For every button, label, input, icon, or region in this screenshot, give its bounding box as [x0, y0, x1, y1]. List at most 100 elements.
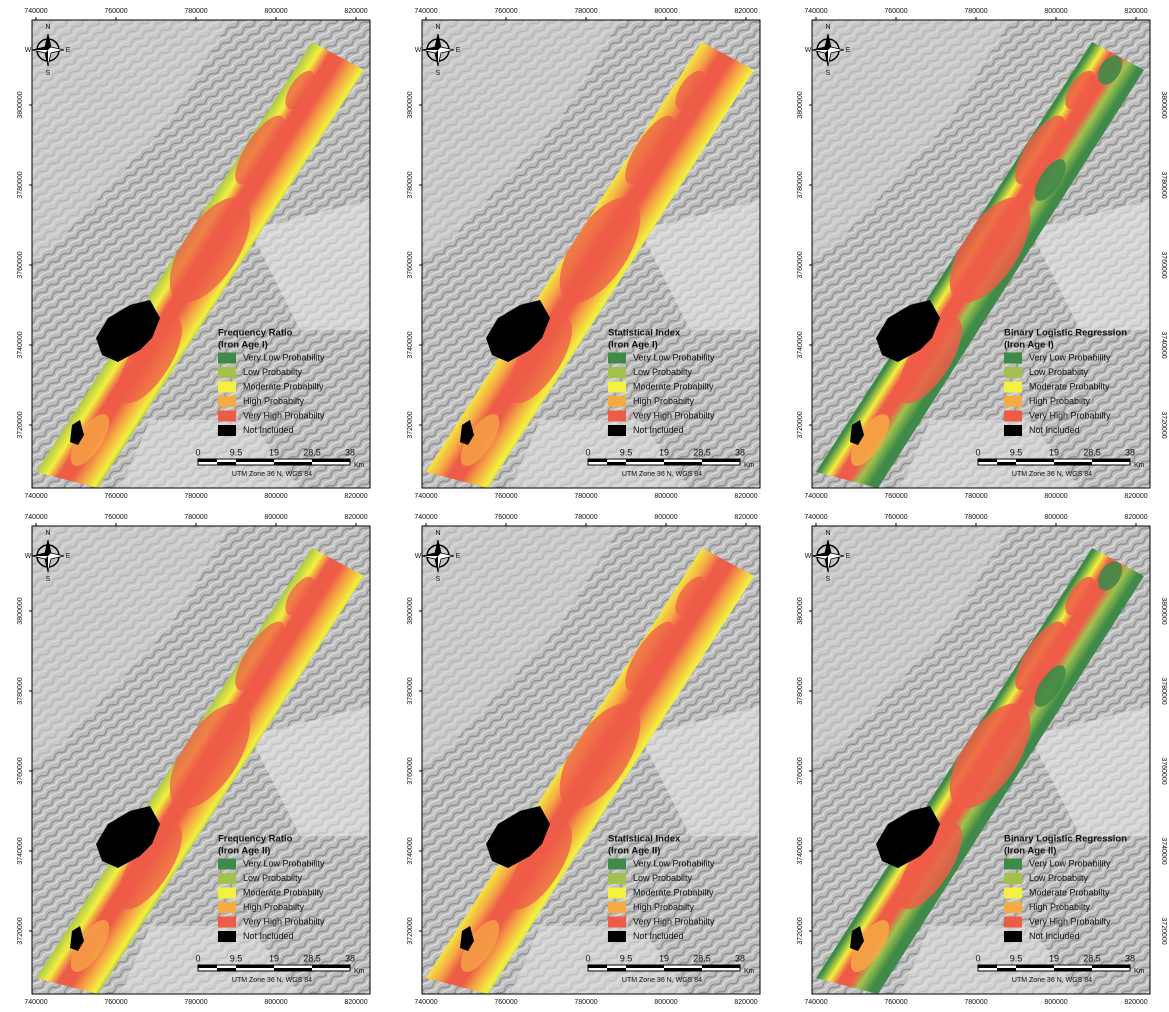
legend-label: Not Included	[633, 931, 684, 941]
x-tick-label: 800000	[264, 493, 287, 500]
legend-label: Very High Probabilty	[1029, 916, 1111, 926]
legend-swatch	[218, 916, 236, 928]
legend-title: Frequency Ratio	[218, 834, 293, 845]
legend-swatch	[1004, 381, 1022, 393]
legend-swatch	[218, 367, 236, 378]
y-tick-label: 3760000	[1160, 251, 1167, 278]
map-frame	[421, 19, 761, 489]
scale-segment	[664, 462, 702, 465]
legend-label: Very High Probabilty	[243, 916, 325, 926]
compass-e: E	[846, 553, 851, 560]
legend-label: Low Probabilty	[243, 873, 303, 883]
valley-area	[510, 420, 690, 488]
legend-label: Very High Probabilty	[243, 410, 325, 420]
map-frame	[421, 525, 761, 995]
map-panel: 740000 740000 760000 760000 780000 780000 8000…	[407, 514, 761, 1006]
not-included	[96, 300, 160, 362]
legend-label: Very High Probabilty	[633, 916, 715, 926]
scale-unit: Km	[744, 462, 755, 469]
not-included	[850, 420, 864, 445]
zone	[285, 70, 315, 110]
legend-label: Very Low Probability	[243, 352, 325, 362]
map-frame	[811, 525, 1151, 995]
y-tick-label: 3720000	[797, 917, 804, 944]
zone	[1065, 576, 1095, 616]
x-tick-label: 760000	[104, 999, 127, 1006]
y-tick-label: 3780000	[797, 171, 804, 198]
legend-swatch	[218, 381, 236, 393]
compass-n: N	[45, 530, 50, 537]
scale-label: 38	[345, 447, 355, 457]
x-tick-label: 780000	[574, 493, 597, 500]
y-tick-label: 3760000	[1160, 757, 1167, 784]
y-tick-label: 3740000	[17, 837, 24, 864]
y-tick-label: 3800000	[1160, 597, 1167, 624]
compass-star-fill	[32, 540, 51, 572]
x-tick-label: 760000	[494, 493, 517, 500]
legend-label: Not Included	[633, 425, 684, 435]
scale-segment	[588, 459, 607, 462]
map-frame	[31, 19, 371, 489]
scale-label: 9.5	[1010, 447, 1023, 457]
legend-swatch	[608, 367, 626, 378]
zone	[898, 822, 962, 910]
zone	[285, 576, 315, 616]
zone	[1097, 561, 1123, 591]
legend-label: High Probabilty	[1029, 902, 1091, 912]
compass-w: W	[805, 553, 812, 560]
x-tick-label: 780000	[184, 8, 207, 15]
x-tick-label: 760000	[104, 8, 127, 15]
north-arrow: N S W E	[415, 24, 461, 77]
legend-swatch	[218, 352, 236, 364]
x-tick-label: 740000	[414, 493, 437, 500]
x-tick-label: 820000	[344, 999, 367, 1006]
y-tick-label: 3760000	[407, 757, 414, 784]
legend-label: Not Included	[1029, 931, 1080, 941]
zone	[460, 414, 500, 466]
north-arrow: N S W E	[25, 530, 71, 583]
compass-star-fill	[32, 34, 51, 66]
compass-n: N	[45, 24, 50, 31]
compass-s: S	[826, 576, 831, 583]
scale-label: 28.5	[303, 447, 321, 457]
legend-swatch	[1004, 396, 1022, 407]
x-tick-label: 820000	[1124, 999, 1147, 1006]
scale-label: 28.5	[693, 447, 711, 457]
scale-unit: Km	[1134, 462, 1145, 469]
scale-segment	[1092, 965, 1130, 968]
not-included	[70, 420, 84, 445]
scale-label: 9.5	[620, 953, 633, 963]
x-tick-label: 760000	[884, 8, 907, 15]
x-tick-label: 800000	[264, 999, 287, 1006]
x-tick-label: 740000	[804, 999, 827, 1006]
legend-swatch	[218, 931, 236, 942]
compass-e: E	[456, 47, 461, 54]
y-tick-label: 3740000	[407, 331, 414, 358]
x-tick-label: 780000	[964, 493, 987, 500]
map-body	[812, 526, 1150, 994]
compass-s: S	[46, 70, 51, 77]
scale-unit: Km	[1134, 968, 1145, 975]
legend-subtitle: (Iron Age I)	[608, 340, 658, 351]
legend-swatch	[608, 873, 626, 884]
probability-zones	[460, 576, 705, 972]
legend-label: Very Low Probability	[1029, 858, 1111, 868]
legend-label: Low Probabilty	[633, 367, 693, 377]
y-tick-label: 3720000	[1160, 917, 1167, 944]
y-tick-label: 3740000	[797, 331, 804, 358]
x-tick-label: 800000	[264, 8, 287, 15]
y-tick-label: 3760000	[797, 757, 804, 784]
scale-segment	[217, 462, 236, 465]
compass-star-fill	[812, 540, 831, 572]
scale-segment	[978, 459, 997, 462]
legend-label: Moderate Probabilty	[1029, 381, 1110, 391]
x-tick-label: 780000	[184, 999, 207, 1006]
compass-w: W	[25, 47, 32, 54]
not-included	[486, 300, 550, 362]
legend-label: Low Probabilty	[633, 873, 693, 883]
scale-label: 19	[1049, 953, 1059, 963]
compass-w: W	[805, 47, 812, 54]
north-arrow: N S W E	[25, 24, 71, 77]
legend-label: Very Low Probability	[633, 858, 715, 868]
valley-area	[640, 200, 760, 330]
